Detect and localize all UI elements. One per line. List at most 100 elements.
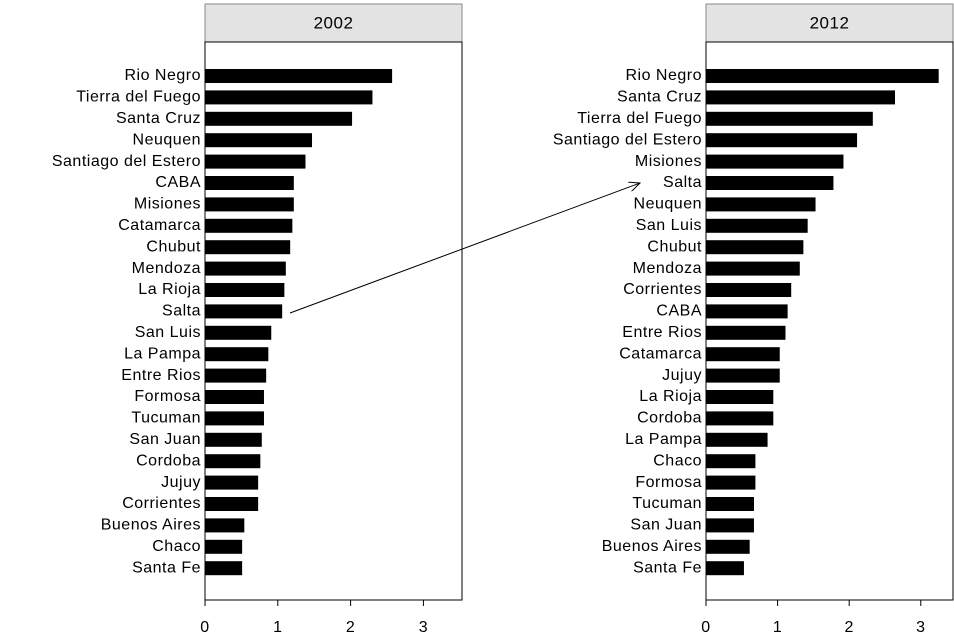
- bar: [205, 154, 306, 169]
- y-tick-label: Jujuy: [662, 367, 702, 384]
- y-tick-label: Chaco: [152, 538, 201, 555]
- bar: [205, 454, 261, 469]
- y-tick-label: Neuquen: [634, 196, 702, 213]
- bar: [205, 111, 353, 126]
- y-tick-label: Mendoza: [132, 260, 201, 277]
- panel-strip: [204, 3, 463, 43]
- y-tick-label: La Rioja: [138, 281, 201, 298]
- bar: [205, 432, 262, 447]
- y-tick-label: Tucuman: [632, 495, 702, 512]
- y-tick-label: Catamarca: [619, 345, 702, 362]
- y-tick-label: Cordoba: [637, 410, 702, 427]
- y-tick-label: Entre Rios: [622, 324, 702, 341]
- bar: [205, 497, 259, 511]
- bar: [205, 518, 245, 533]
- y-tick-label: Rio Negro: [124, 67, 201, 84]
- y-tick-label: Entre Rios: [121, 367, 201, 384]
- y-tick-label: Santiago del Estero: [553, 131, 702, 148]
- y-tick-label: Formosa: [635, 474, 702, 491]
- y-tick-label: Buenos Aires: [602, 538, 702, 555]
- bar: [205, 90, 373, 105]
- bar: [205, 368, 267, 383]
- panel-title: 2012: [810, 13, 850, 32]
- y-tick-label: Rio Negro: [625, 67, 702, 84]
- bar: [205, 240, 291, 255]
- y-tick-label: Tierra del Fuego: [76, 89, 201, 106]
- y-tick-label: La Pampa: [124, 345, 201, 362]
- y-tick-label: Mendoza: [633, 260, 702, 277]
- y-tick-label: San Juan: [630, 517, 702, 534]
- y-tick-label: Jujuy: [161, 474, 201, 491]
- y-tick-label: Formosa: [134, 388, 201, 405]
- x-tick-label: 0: [701, 619, 710, 636]
- y-tick-label: Chubut: [647, 238, 702, 255]
- y-tick-label: Cordoba: [136, 452, 201, 469]
- y-tick-label: Santa Fe: [132, 559, 201, 576]
- bar: [706, 390, 774, 404]
- y-tick-label: San Luis: [636, 217, 702, 234]
- x-tick-label: 1: [773, 619, 782, 636]
- y-tick-label: Chubut: [146, 238, 201, 255]
- bar: [706, 368, 780, 383]
- bar: [205, 561, 243, 576]
- bar: [205, 283, 285, 297]
- bar: [706, 218, 808, 233]
- y-tick-label: San Luis: [135, 324, 201, 341]
- bar: [205, 347, 269, 362]
- y-tick-label: CABA: [155, 174, 201, 191]
- y-tick-label: La Pampa: [625, 431, 702, 448]
- y-tick-label: Catamarca: [118, 217, 201, 234]
- bar: [706, 432, 768, 447]
- bar: [205, 539, 243, 554]
- bar: [205, 475, 259, 490]
- bar: [706, 176, 834, 190]
- y-tick-label: Santa Cruz: [116, 110, 201, 127]
- bar: [205, 69, 393, 83]
- y-tick-label: Neuquen: [133, 131, 201, 148]
- y-tick-label: Buenos Aires: [101, 517, 201, 534]
- bar: [706, 261, 800, 276]
- x-tick-label: 0: [200, 619, 209, 636]
- bar: [205, 304, 283, 319]
- annotation-arrow: [289, 183, 640, 314]
- x-tick-label: 3: [916, 619, 925, 636]
- y-tick-label: Salta: [663, 174, 702, 191]
- bar: [706, 475, 756, 490]
- bar: [205, 261, 286, 276]
- bar: [706, 133, 858, 148]
- bar: [205, 325, 272, 340]
- y-tick-label: Corrientes: [122, 495, 201, 512]
- bar: [706, 539, 750, 554]
- bar: [706, 347, 780, 362]
- y-tick-label: Santa Cruz: [617, 89, 702, 106]
- bar: [205, 390, 264, 404]
- y-tick-label: Corrientes: [623, 281, 702, 298]
- bar: [706, 240, 804, 255]
- bar: [205, 176, 294, 190]
- bar: [706, 411, 774, 426]
- bar: [205, 197, 294, 212]
- bar: [706, 90, 896, 105]
- bar: [706, 69, 939, 83]
- bar: [205, 218, 293, 233]
- y-tick-label: Tierra del Fuego: [577, 110, 702, 127]
- bar: [205, 411, 264, 426]
- y-tick-label: La Rioja: [639, 388, 702, 405]
- bar: [706, 197, 816, 212]
- y-tick-label: Misiones: [635, 153, 702, 170]
- x-tick-label: 2: [844, 619, 853, 636]
- bar: [706, 283, 792, 297]
- bar: [706, 561, 744, 576]
- y-tick-label: Chaco: [653, 452, 702, 469]
- y-tick-label: Tucuman: [131, 410, 201, 427]
- plot-frame: [705, 41, 954, 601]
- y-tick-label: Santa Fe: [633, 559, 702, 576]
- y-tick-label: Salta: [162, 303, 201, 320]
- plot-frame: [204, 41, 463, 601]
- bar: [706, 111, 873, 126]
- bar: [706, 304, 788, 319]
- bar: [706, 154, 844, 169]
- x-tick-label: 1: [273, 619, 282, 636]
- y-tick-label: Santiago del Estero: [52, 153, 201, 170]
